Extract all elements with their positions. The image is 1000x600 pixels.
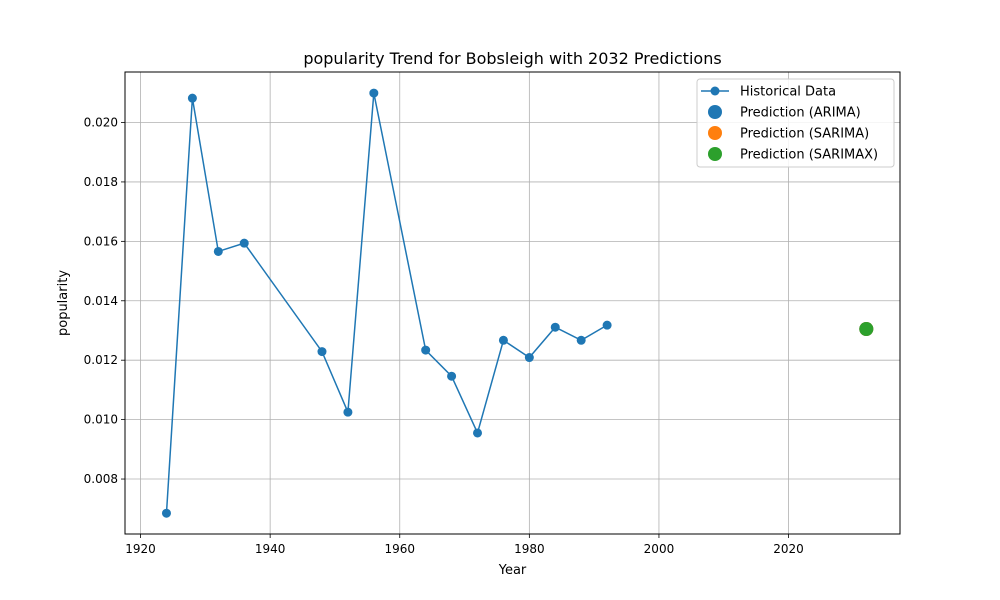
historical-data-point [369,88,379,98]
legend-swatch-historical-data-marker [710,86,720,96]
historical-data-point [421,345,431,355]
y-tick-label: 0.012 [84,353,118,367]
y-tick-label: 0.018 [84,175,118,189]
plot-series [161,88,874,518]
y-tick-label: 0.010 [84,413,118,427]
historical-data-point [524,353,534,363]
y-tick-label: 0.020 [84,116,118,130]
y-tick-label: 0.014 [84,294,118,308]
x-axis-label: Year [498,563,527,578]
y-axis-label: popularity [56,270,71,336]
historical-data-point [576,335,586,345]
historical-data-point [602,320,612,330]
historical-data-point [550,322,560,332]
axis-ticks: 1920 1940 1960 1980 2000 2020 0.008 0.010 0.012 0… [84,116,804,556]
x-tick-label: 2020 [773,542,804,556]
y-tick-label: 0.008 [84,472,118,486]
legend-swatch-prediction-sarimax [708,147,722,161]
historical-data-point [317,347,327,357]
legend-swatch-prediction-sarima [708,126,722,140]
historical-data-point [473,428,483,438]
historical-data-point [213,246,223,256]
historical-data-point [161,508,171,518]
legend-swatch-prediction-arima [708,105,722,119]
x-tick-label: 1920 [125,542,156,556]
legend-label-prediction-sarimax: Prediction (SARIMAX) [740,148,878,163]
historical-data-point [239,238,249,248]
grid [125,72,900,534]
y-tick-label: 0.016 [84,234,118,248]
x-tick-label: 2000 [644,542,675,556]
x-tick-label: 1980 [514,542,545,556]
historical-data-point [187,93,197,103]
plot-frame [124,71,901,535]
legend-label-historical-data: Historical Data [740,85,836,100]
legend-label-prediction-sarima: Prediction (SARIMA) [740,127,869,142]
legend-label-prediction-arima: Prediction (ARIMA) [740,106,861,121]
legend: Historical Data Prediction (ARIMA) Predict… [696,78,895,168]
x-tick-label: 1940 [255,542,286,556]
historical-data-point [447,371,457,381]
chart-title: popularity Trend for Bobsleigh with 2032… [303,49,721,68]
prediction-sarimax-point [859,321,874,336]
historical-data-point [498,335,508,345]
x-tick-label: 1960 [384,542,415,556]
historical-data-point [343,407,353,417]
legend-box [696,78,895,168]
